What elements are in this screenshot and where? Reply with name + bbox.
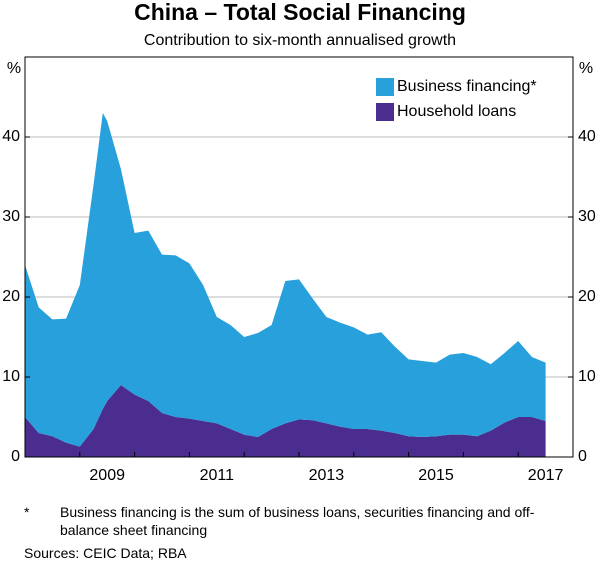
y-tick-label: 20 — [2, 288, 20, 305]
y-tick-label: 20 — [578, 288, 596, 305]
y-tick-label: 30 — [578, 208, 596, 225]
y-unit: % — [7, 60, 21, 77]
x-tick-label: 2013 — [309, 467, 345, 484]
y-tick-label: 0 — [11, 448, 20, 465]
legend-swatch — [376, 103, 394, 121]
y-tick-label: 0 — [578, 448, 587, 465]
chart: China – Total Social Financing Contribut… — [2, 0, 596, 484]
y-tick-label: 10 — [2, 368, 20, 385]
x-tick-label: 2015 — [418, 467, 454, 484]
area — [25, 385, 546, 457]
y-tick-label: 40 — [2, 128, 20, 145]
footnote: Business financing is the sum of busines… — [60, 504, 535, 538]
y-tick-label: 40 — [578, 128, 596, 145]
legend-swatch — [376, 78, 394, 96]
y-unit: % — [579, 60, 593, 77]
sources: Sources: CEIC Data; RBA — [24, 545, 187, 561]
legend-label: Household loans — [397, 103, 516, 120]
footnote-marker: * — [24, 504, 30, 520]
legend-label: Business financing* — [397, 78, 537, 95]
plot-area — [25, 113, 573, 457]
area — [25, 113, 546, 447]
y-tick-label: 30 — [2, 208, 20, 225]
x-tick-label: 2011 — [200, 467, 235, 484]
x-tick-label: 2017 — [528, 467, 564, 484]
chart-subtitle: Contribution to six-month annualised gro… — [144, 32, 456, 49]
x-tick-label: 2009 — [89, 467, 125, 484]
chart-title: China – Total Social Financing — [134, 0, 466, 25]
y-tick-label: 10 — [578, 368, 596, 385]
